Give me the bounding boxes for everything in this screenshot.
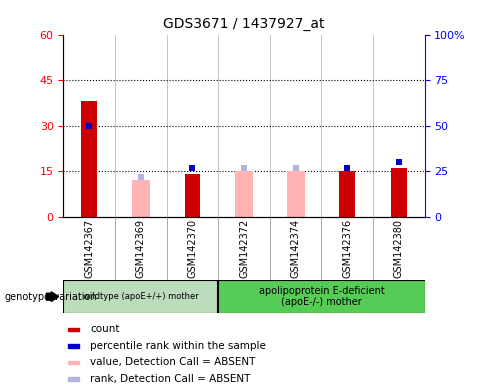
Text: GSM142380: GSM142380 (394, 219, 404, 278)
Text: GSM142374: GSM142374 (290, 219, 301, 278)
Text: count: count (90, 324, 120, 334)
Text: GSM142376: GSM142376 (342, 219, 352, 278)
Bar (184, 174, 200, 217)
Text: genotype/variation: genotype/variation (5, 291, 98, 302)
Title: GDS3671 / 1437927_at: GDS3671 / 1437927_at (163, 17, 325, 31)
Bar (235, 171, 253, 217)
Text: value, Detection Call = ABSENT: value, Detection Call = ABSENT (90, 358, 255, 367)
Bar (63, 280, 218, 313)
Text: GSM142367: GSM142367 (84, 219, 94, 278)
Text: wildtype (apoE+/+) mother: wildtype (apoE+/+) mother (83, 292, 199, 301)
Bar (286, 171, 305, 217)
Bar (68, 361, 79, 364)
Text: GSM142372: GSM142372 (239, 219, 249, 278)
Bar (68, 328, 79, 331)
Text: apolipoprotein E-deficient
(apoE-/-) mother: apolipoprotein E-deficient (apoE-/-) mot… (259, 286, 384, 308)
Bar (81, 101, 97, 217)
Text: percentile rank within the sample: percentile rank within the sample (90, 341, 266, 351)
Text: GSM142370: GSM142370 (187, 219, 198, 278)
Bar (68, 377, 79, 381)
Bar (340, 171, 355, 217)
Bar (218, 280, 425, 313)
Text: rank, Detection Call = ABSENT: rank, Detection Call = ABSENT (90, 374, 250, 384)
Bar (132, 180, 150, 217)
Bar (391, 168, 407, 217)
Bar (68, 344, 79, 348)
Text: GSM142369: GSM142369 (136, 219, 146, 278)
